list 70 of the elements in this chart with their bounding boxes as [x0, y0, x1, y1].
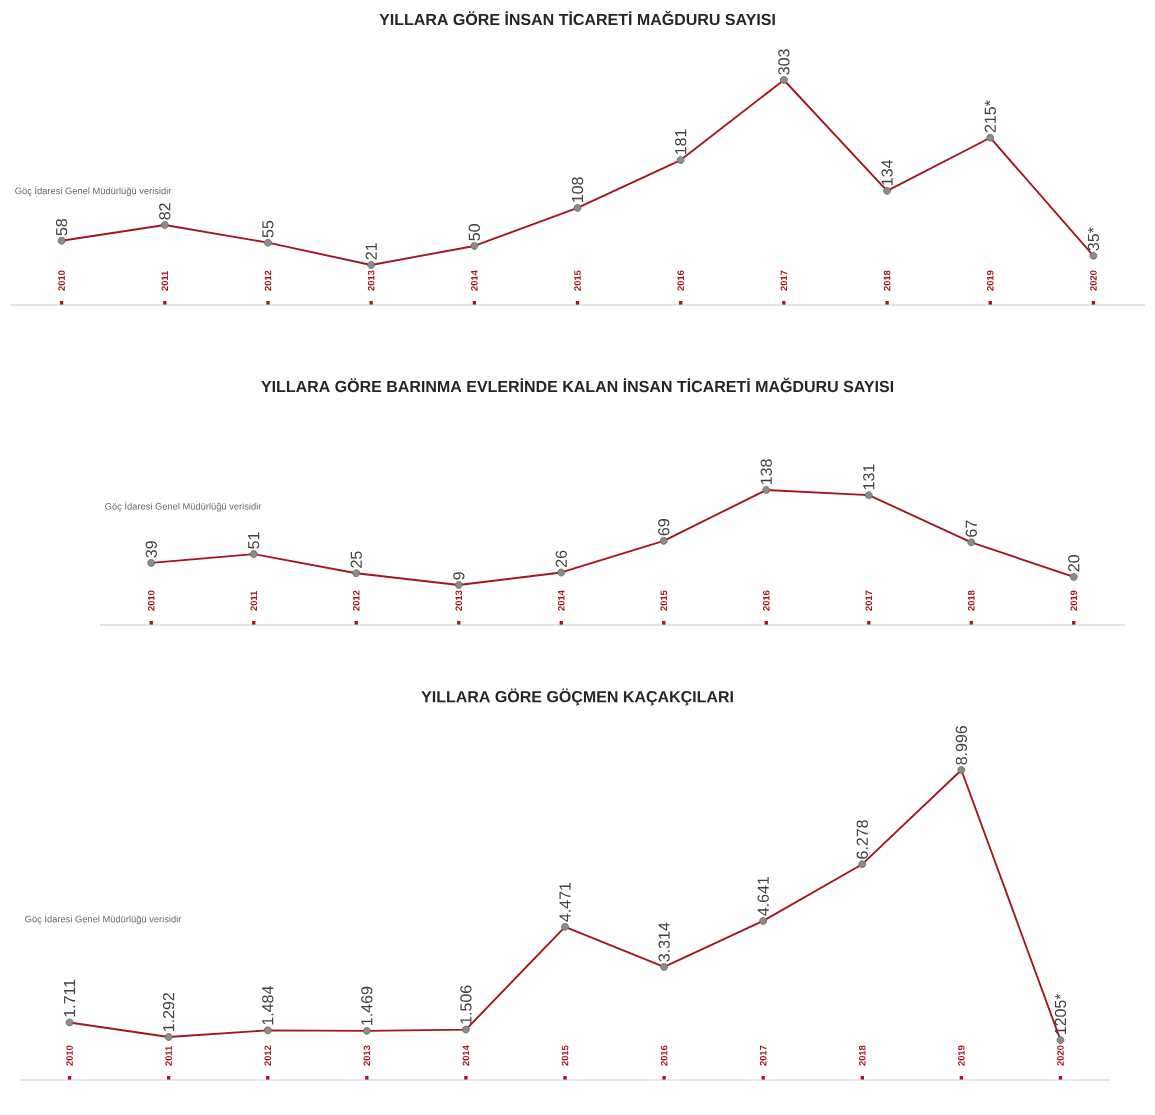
data-label: 67 — [965, 520, 977, 537]
data-label: 131 — [863, 464, 875, 490]
data-label: 134 — [881, 159, 893, 185]
chart-title: YILLARA GÖRE GÖÇMEN KAÇAKÇILARI — [421, 688, 733, 706]
data-label: 4.641 — [757, 876, 769, 916]
x-tick-label: 2011 — [165, 1045, 172, 1066]
x-tick-label: 2015 — [660, 590, 668, 611]
x-tick-label: 2020 — [1090, 270, 1097, 291]
x-tick-label: 2018 — [967, 590, 975, 611]
data-label: 1.711 — [64, 979, 76, 1017]
x-tick-label: 2018 — [883, 270, 891, 291]
chart-title: YILLARA GÖRE BARINMA EVLERİNDE KALAN İNSAN TİCARETİ MAĞDURU SAYISI — [261, 377, 894, 393]
data-label: 58 — [55, 218, 68, 236]
data-label: 69 — [658, 519, 670, 536]
data-label: 25 — [350, 551, 362, 568]
data-label: 1.469 — [361, 986, 373, 1025]
x-tick-label: 2011 — [250, 590, 258, 611]
data-label: 51 — [248, 532, 260, 549]
x-tick-label: 2013 — [367, 270, 375, 291]
annotation: Göç İdaresi Genel Müdürlüğü verisidir — [15, 185, 172, 197]
x-tick-label: 2017 — [865, 590, 873, 611]
x-tick-label: 2016 — [677, 270, 684, 291]
x-tick-label: 2014 — [557, 590, 565, 611]
data-label: 55 — [262, 220, 274, 238]
data-label: 1.506 — [460, 985, 472, 1024]
data-label: 50 — [468, 224, 480, 241]
x-tick-label: 2013 — [455, 590, 463, 611]
x-tick-label: 2014 — [471, 270, 478, 291]
x-tick-label: 2017 — [759, 1045, 767, 1066]
data-label: 1.484 — [262, 986, 274, 1025]
x-tick-label: 2020 — [1057, 1045, 1064, 1066]
x-tick-label: 2011 — [161, 270, 169, 291]
data-label: 26 — [555, 550, 567, 567]
data-label: 181 — [675, 129, 687, 155]
data-label: 20 — [1068, 555, 1080, 572]
x-tick-label: 2016 — [660, 1045, 668, 1066]
x-tick-label: 2018 — [858, 1045, 866, 1066]
data-label: 4.471 — [559, 882, 571, 922]
x-tick-label: 2012 — [352, 590, 360, 611]
annotation: Göç İdaresi Genel Müdürlüğü verisidir — [105, 501, 262, 512]
x-tick-label: 2010 — [147, 590, 155, 611]
data-label: 303 — [778, 49, 790, 75]
data-label: 21 — [365, 243, 377, 260]
x-tick-label: 2019 — [986, 270, 994, 291]
data-label: 215* — [984, 100, 996, 133]
x-tick-label: 2010 — [58, 270, 65, 291]
data-label: 9 — [453, 572, 465, 580]
data-label: 82 — [159, 203, 171, 220]
x-tick-label: 2019 — [958, 1045, 965, 1066]
x-tick-label: 2019 — [1070, 590, 1078, 611]
x-tick-label: 2013 — [363, 1045, 371, 1066]
data-label: 39 — [145, 541, 157, 558]
data-label: 3.314 — [658, 922, 670, 962]
x-tick-label: 2012 — [264, 1045, 272, 1066]
data-label: 1.292 — [162, 993, 175, 1032]
x-tick-label: 2016 — [762, 590, 770, 611]
data-label: 108 — [571, 177, 584, 202]
x-tick-label: 2015 — [561, 1045, 569, 1066]
data-label: 8.996 — [955, 725, 968, 765]
chart-title: YILLARA GÖRE İNSAN TİCARETİ MAĞDURU SAYISI — [379, 10, 775, 26]
x-tick-label: 2017 — [780, 270, 788, 291]
data-label: 6.278 — [856, 820, 868, 859]
data-label: 1205* — [1054, 993, 1067, 1035]
data-label: 138 — [760, 459, 772, 485]
x-tick-label: 2012 — [264, 270, 272, 291]
data-label: 35* — [1087, 227, 1100, 251]
x-tick-label: 2014 — [462, 1045, 470, 1066]
x-tick-label: 2015 — [574, 270, 581, 291]
annotation: Göç İdaresi Genel Müdürlüğü verisidir — [25, 914, 182, 925]
x-tick-label: 2010 — [66, 1045, 73, 1066]
